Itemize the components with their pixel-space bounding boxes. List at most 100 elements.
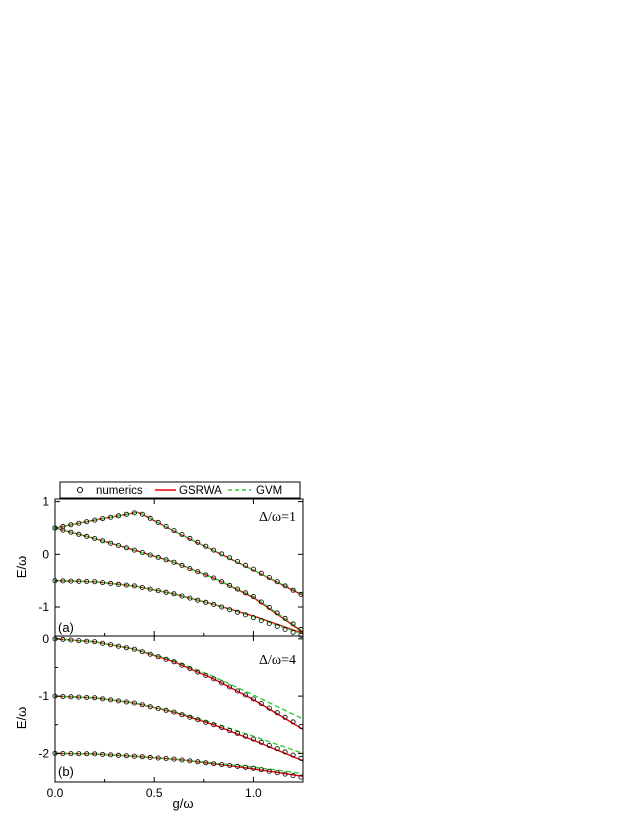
panel-b-level-2-numerics-point bbox=[290, 752, 296, 758]
panel-b-level-2-numerics-point bbox=[60, 694, 66, 700]
panel-b-level-2-numerics-point bbox=[258, 739, 264, 745]
panel-b-level-2-numerics-point bbox=[211, 722, 217, 728]
panel-b-level-1-numerics-point bbox=[163, 656, 169, 662]
panel-a-level-1-numerics-point bbox=[290, 587, 296, 593]
legend-frame bbox=[59, 481, 301, 499]
panel-a-level-2-gvm-line bbox=[54, 527, 304, 632]
panel-a-level-1-numerics-point bbox=[131, 510, 137, 516]
panel-b-level-1-numerics-point bbox=[60, 636, 66, 642]
panel-a-level-3-numerics-point bbox=[211, 601, 217, 607]
panel-a-level-1-numerics-point bbox=[147, 515, 153, 521]
panel-b-level-3-gvm-line bbox=[55, 752, 304, 775]
panel-a-level-3-numerics-point bbox=[123, 582, 129, 588]
panel-b-annotation: Δ/ω=4 bbox=[259, 653, 296, 668]
panel-a-level-1-numerics-point bbox=[211, 547, 217, 553]
legend-numerics-label: numerics bbox=[96, 485, 143, 497]
panel-a-level-2-numerics-point bbox=[266, 604, 272, 610]
panel-a-level-3-numerics-point bbox=[203, 599, 209, 605]
panel-a-level-2-numerics-point bbox=[139, 550, 145, 556]
panel-b-level-1-numerics-point bbox=[76, 638, 82, 644]
panel-b-level-2-numerics-point bbox=[187, 714, 193, 720]
panel-a-markers bbox=[52, 510, 304, 638]
panel-a-annotation: Δ/ω=1 bbox=[259, 510, 296, 525]
panel-a-level-1-gvm-line bbox=[54, 511, 304, 596]
panel-a-level-2-numerics-point bbox=[187, 566, 193, 572]
panel-b-level-3-numerics-point bbox=[76, 751, 82, 757]
panel-b-level-3-gsrwa-line bbox=[55, 752, 304, 777]
legend: numerics GSRWA GVM bbox=[59, 481, 301, 499]
panel-a-level-1-numerics-point bbox=[68, 522, 74, 528]
panel-b-markers bbox=[52, 636, 304, 780]
panel-a-level-2-numerics-point bbox=[68, 529, 74, 535]
panel-a-level-1-numerics-point bbox=[60, 523, 66, 529]
panel-b-level-1-numerics-point bbox=[211, 676, 217, 682]
panel-b-level-2-numerics-point bbox=[131, 700, 137, 706]
panel-a: -1 0 1 Δ/ω=1 (a) E/ω bbox=[14, 495, 304, 638]
panel-b-level-2-numerics-point bbox=[234, 730, 240, 736]
panel-b-level-1-numerics-point bbox=[219, 680, 225, 686]
panel-a-level-2-numerics-point bbox=[242, 590, 248, 596]
panel-b-level-2-numerics-point bbox=[250, 736, 256, 742]
panel-a-level-3-numerics-point bbox=[250, 615, 256, 621]
panel-b-level-1-numerics-point bbox=[147, 651, 153, 657]
panel-b-ytick-label: 0 bbox=[42, 632, 49, 646]
panel-b-level-2-gsrwa-line bbox=[54, 695, 304, 762]
panel-a-level-2-numerics-point bbox=[171, 559, 177, 565]
panel-b-level-3-numerics-point bbox=[108, 752, 114, 758]
panel-b-level-1-gvm-line bbox=[54, 638, 304, 720]
panel-b-level-2-numerics-point bbox=[227, 728, 233, 734]
panel-b-level-1-numerics-point bbox=[290, 719, 296, 725]
panel-b-level-2-numerics-point bbox=[139, 702, 145, 708]
panel-a-level-1-numerics-point bbox=[227, 555, 233, 561]
panel-a-level-1-numerics-point bbox=[139, 511, 145, 517]
panel-b-level-1-numerics-point bbox=[203, 673, 209, 679]
panel-b-level-2-numerics-point bbox=[171, 709, 177, 715]
panel-a-level-2-numerics-point bbox=[250, 594, 256, 600]
panel-a-level-3-numerics-point bbox=[131, 583, 137, 589]
panel-a-level-2-numerics-point bbox=[179, 562, 185, 568]
panel-b-level-3-numerics-point bbox=[187, 758, 193, 764]
panel-b-level-2-numerics-point bbox=[266, 743, 272, 749]
panel-b-level-1-numerics-point bbox=[116, 643, 122, 649]
panel-b-label: (b) bbox=[58, 764, 74, 779]
panel-b-level-3-numerics-point bbox=[139, 754, 145, 760]
panel-a-level-2-numerics-point bbox=[84, 533, 90, 539]
panel-a-level-1-numerics-point bbox=[219, 551, 225, 557]
panel-b-level-3-numerics-point bbox=[131, 753, 137, 759]
panel-b-level-2-gvm-line bbox=[54, 695, 304, 755]
panel-a-level-3-numerics-point bbox=[76, 578, 82, 584]
panel-a-level-2-numerics-point bbox=[108, 540, 114, 546]
panel-a-level-2-numerics-point bbox=[203, 572, 209, 578]
panel-a-level-1-numerics-point bbox=[266, 575, 272, 581]
panel-a-level-1-numerics-point bbox=[163, 524, 169, 530]
panel-b-level-1-numerics-point bbox=[266, 705, 272, 711]
panel-a-level-3-numerics-point bbox=[187, 595, 193, 601]
panel-a-level-2-numerics-point bbox=[155, 554, 161, 560]
panel-a-level-2-numerics-point bbox=[100, 538, 106, 544]
panel-b-ticks: -2 -1 0 0.0 0.5 1.0 bbox=[38, 632, 303, 800]
panel-a-level-3-numerics-point bbox=[92, 579, 98, 585]
panel-a-level-1-numerics-point bbox=[282, 583, 288, 589]
panel-a-level-2-numerics-point bbox=[258, 599, 264, 605]
panel-b-ylabel: E/ω bbox=[14, 707, 29, 729]
panel-a-level-3-numerics-point bbox=[298, 632, 304, 638]
panel-a-level-2-numerics-point bbox=[211, 575, 217, 581]
panel-b-level-3-numerics-point bbox=[250, 765, 256, 771]
panel-b: -2 -1 0 0.0 0.5 1.0 Δ/ω=4 (b) E/ω g/ω bbox=[14, 632, 304, 811]
panel-b-level-3-numerics-point bbox=[100, 751, 106, 757]
panel-b-xtick-label: 0.5 bbox=[146, 786, 163, 800]
panel-b-level-3-numerics-point bbox=[123, 753, 129, 759]
panel-a-level-1-numerics-point bbox=[76, 520, 82, 526]
panel-b-level-3-numerics-point bbox=[290, 773, 296, 779]
panel-b-level-2-numerics-point bbox=[76, 694, 82, 700]
panel-b-level-2-numerics-point bbox=[242, 733, 248, 739]
panel-b-level-1-numerics-point bbox=[100, 640, 106, 646]
panel-b-level-2-numerics-point bbox=[92, 695, 98, 701]
panel-b-level-3-numerics-point bbox=[60, 751, 66, 757]
panel-a-level-2-gsrwa-line bbox=[54, 527, 304, 633]
panel-a-level-3-numerics-point bbox=[147, 586, 153, 592]
panel-a-level-2-numerics-point bbox=[60, 527, 66, 533]
panel-b-level-2-numerics-point bbox=[84, 695, 90, 701]
panel-b-level-1-numerics-point bbox=[282, 714, 288, 720]
panel-b-level-1-numerics-point bbox=[171, 659, 177, 665]
